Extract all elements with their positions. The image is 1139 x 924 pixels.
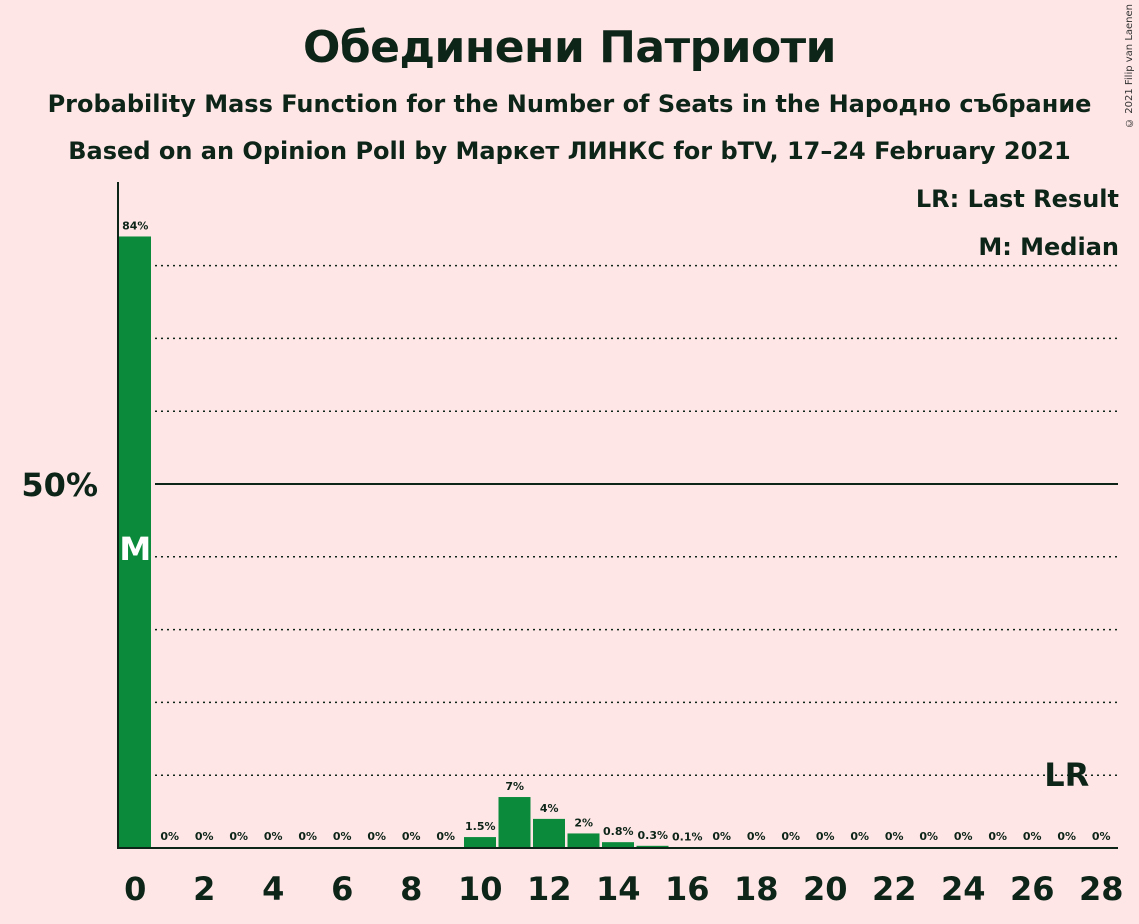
bar [602,842,634,848]
data-label: 0% [816,830,835,843]
last-result-marker: LR [1044,756,1089,794]
x-tick-label: 2 [193,870,215,908]
data-label: 0% [850,830,869,843]
x-tick-label: 0 [124,870,146,908]
bar [498,797,531,848]
data-label: 0% [195,830,214,843]
bar [636,845,669,848]
x-tick-label: 8 [400,870,422,908]
x-tick-label: 16 [665,870,710,908]
legend-last-result: LR: Last Result [915,185,1119,213]
x-tick-label: 28 [1079,870,1124,908]
data-label: 0% [298,830,317,843]
data-label: 7% [505,780,524,793]
x-tick-label: 24 [941,870,986,908]
y-tick-label: 50% [21,466,98,504]
bar [567,833,600,848]
x-tick-label: 22 [872,870,917,908]
data-label: 0% [333,830,352,843]
chart-subtitle-2: Based on an Opinion Poll by Маркет ЛИНКС… [68,137,1071,165]
data-label: 0.1% [672,830,703,843]
data-label: 0% [1023,830,1042,843]
data-label: 0% [264,830,283,843]
data-label: 0% [1092,830,1111,843]
data-label: 2% [574,816,593,829]
legend-median: M: Median [978,233,1119,261]
x-tick-label: 10 [458,870,503,908]
data-label: 84% [122,219,148,232]
x-tick-label: 20 [803,870,848,908]
data-label: 0% [402,830,421,843]
data-label: 0% [781,830,800,843]
bar [533,818,565,848]
data-label: 0% [436,830,455,843]
x-tick-label: 4 [262,870,284,908]
data-label: 0% [712,830,731,843]
x-tick-label: 14 [596,870,641,908]
data-label: 0.3% [637,829,668,842]
data-label: 0% [229,830,248,843]
data-label: 0% [919,830,938,843]
data-label: 0% [747,830,766,843]
median-marker: M [119,530,151,568]
data-label: 1.5% [465,820,496,833]
bar [119,236,151,849]
x-tick-label: 26 [1010,870,1055,908]
data-label: 0% [885,830,904,843]
data-label: 0% [1057,830,1076,843]
chart-title: Обединени Патриоти [302,22,837,73]
x-tick-label: 6 [331,870,353,908]
data-label: 0% [367,830,386,843]
data-label: 4% [540,802,559,815]
chart-subtitle-1: Probability Mass Function for the Number… [47,90,1092,118]
data-label: 0% [160,830,179,843]
data-label: 0% [954,830,973,843]
data-label: 0% [988,830,1007,843]
bar [464,837,496,848]
data-label: 0.8% [603,825,634,838]
x-tick-label: 18 [734,870,779,908]
x-tick-label: 12 [527,870,572,908]
